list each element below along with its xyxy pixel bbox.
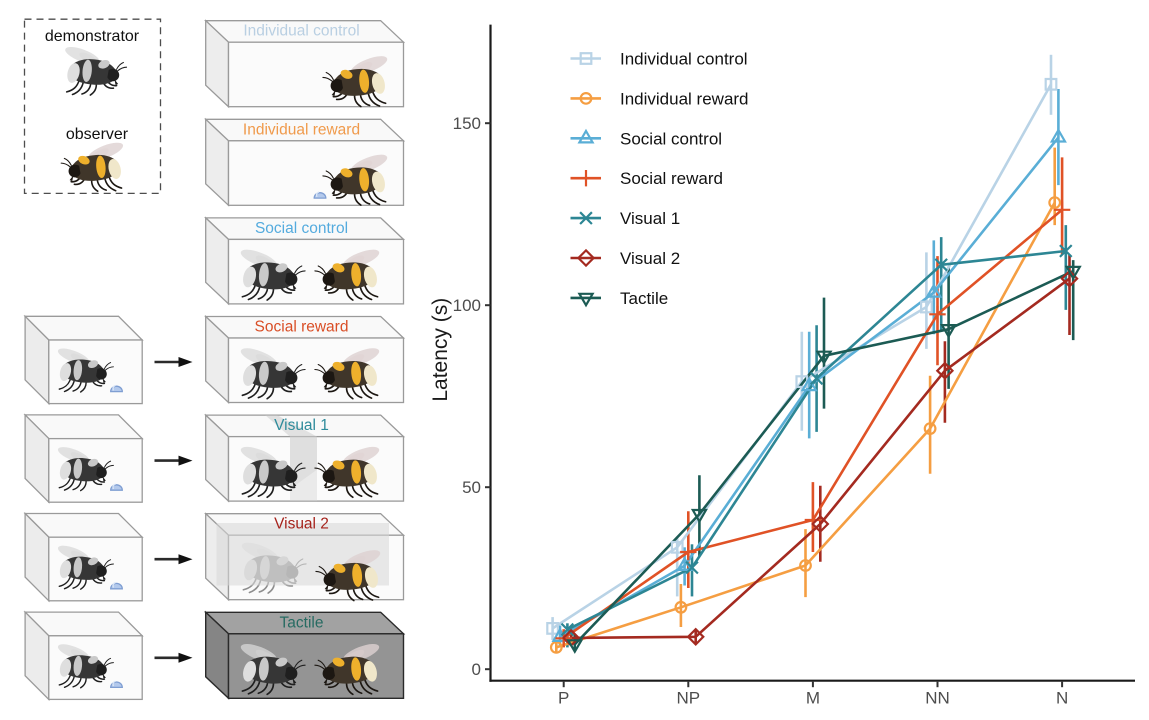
svg-text:Visual 1: Visual 1	[274, 417, 329, 434]
svg-text:Social control: Social control	[620, 129, 722, 148]
svg-text:0: 0	[472, 660, 481, 679]
svg-text:Individual control: Individual control	[243, 23, 359, 40]
svg-text:Visual 2: Visual 2	[274, 516, 329, 533]
svg-text:Latency (s): Latency (s)	[429, 298, 452, 402]
svg-text:100: 100	[453, 296, 481, 315]
svg-text:Individual control: Individual control	[620, 50, 748, 69]
svg-text:Social control: Social control	[255, 220, 348, 237]
svg-text:Social reward: Social reward	[620, 169, 723, 188]
svg-text:Social reward: Social reward	[255, 319, 349, 336]
svg-text:NN: NN	[925, 689, 950, 708]
svg-text:Tactile: Tactile	[280, 614, 324, 631]
svg-text:Visual 1: Visual 1	[620, 209, 680, 228]
svg-text:NP: NP	[676, 689, 700, 708]
svg-text:Individual reward: Individual reward	[243, 121, 360, 138]
svg-text:Tactile: Tactile	[620, 289, 668, 308]
svg-text:150: 150	[453, 114, 481, 133]
svg-text:observer: observer	[66, 126, 129, 143]
svg-text:Visual 2: Visual 2	[620, 249, 680, 268]
svg-text:M: M	[806, 689, 820, 708]
svg-text:Individual reward: Individual reward	[620, 89, 749, 108]
svg-text:50: 50	[462, 478, 481, 497]
svg-text:P: P	[558, 689, 569, 708]
svg-text:demonstrator: demonstrator	[45, 28, 140, 45]
svg-text:N: N	[1056, 689, 1068, 708]
